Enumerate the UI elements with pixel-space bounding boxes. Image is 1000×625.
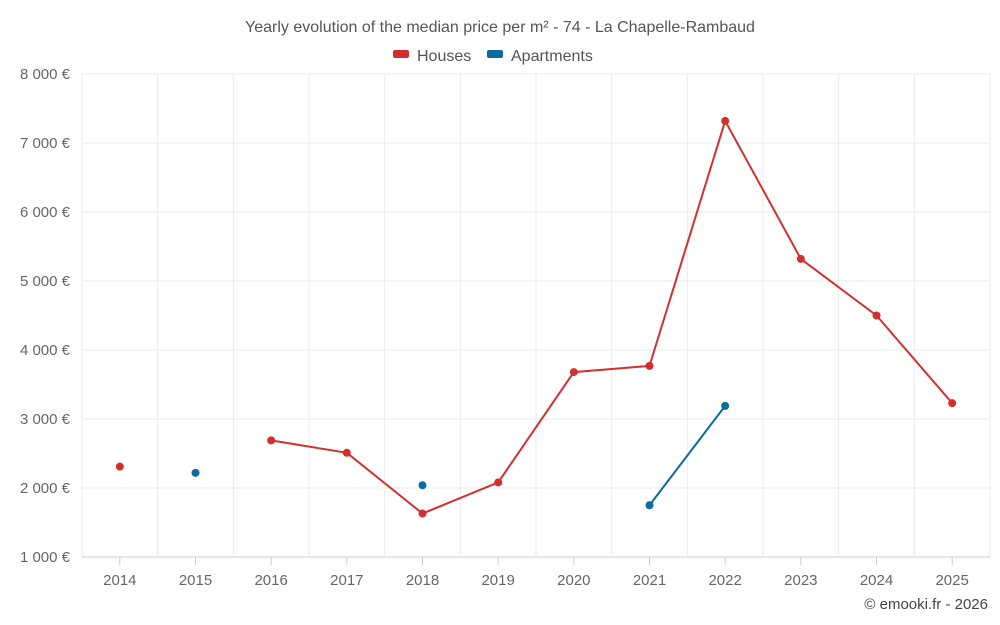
chart-title: Yearly evolution of the median price per…: [245, 19, 755, 36]
houses-point: [115, 462, 124, 471]
houses-point: [569, 368, 578, 377]
apartments-line: [648, 405, 726, 506]
x-tick-label: 2020: [557, 572, 590, 589]
x-tick-label: 2019: [481, 572, 514, 589]
legend-label-houses: Houses: [417, 48, 471, 65]
apartments-point: [191, 468, 200, 477]
y-tick-label: 4 000 €: [20, 342, 71, 359]
legend-label-apartments: Apartments: [511, 48, 593, 65]
houses-point: [342, 448, 351, 457]
houses-point: [796, 254, 805, 263]
houses-point: [494, 478, 503, 487]
x-tick-label: 2018: [406, 572, 439, 589]
x-tick-label: 2024: [860, 572, 893, 589]
y-tick-label: 1 000 €: [20, 549, 71, 566]
legend-swatch-apartments: [487, 50, 503, 58]
grid: [81, 73, 991, 558]
x-tick-label: 2021: [633, 572, 666, 589]
y-tick-label: 2 000 €: [20, 480, 71, 497]
houses-line: [271, 119, 953, 515]
y-tick-label: 3 000 €: [20, 411, 71, 428]
houses-point: [267, 436, 276, 445]
x-tick-label: 2025: [935, 572, 968, 589]
x-tick-label: 2017: [330, 572, 363, 589]
x-tick-label: 2015: [179, 572, 212, 589]
houses-point: [872, 311, 881, 320]
apartments-point: [721, 401, 730, 410]
x-axis: 2014 2015 2016 2017 2018 2019 2020 2021 2022 2023…: [103, 557, 969, 589]
houses-point: [645, 361, 654, 370]
y-tick-label: 7 000 €: [20, 135, 71, 152]
y-axis: 1 000 € 2 000 € 3 000 € 4 000 € 5 000 € 6 000…: [20, 66, 71, 566]
apartments-point: [418, 481, 427, 490]
apartments-point: [645, 501, 654, 510]
legend-swatch-houses: [393, 50, 409, 58]
houses-point: [418, 509, 427, 518]
x-tick-label: 2023: [784, 572, 817, 589]
credit: © emooki.fr - 2026: [864, 596, 988, 613]
x-tick-label: 2022: [708, 572, 741, 589]
series-layer: [115, 116, 957, 518]
x-tick-label: 2014: [103, 572, 136, 589]
houses-point: [721, 116, 730, 125]
y-tick-label: 5 000 €: [20, 273, 71, 290]
legend: Houses Apartments: [393, 48, 593, 65]
y-tick-label: 6 000 €: [20, 204, 71, 221]
houses-point: [948, 399, 957, 408]
y-tick-label: 8 000 €: [20, 66, 71, 83]
x-tick-label: 2016: [254, 572, 287, 589]
